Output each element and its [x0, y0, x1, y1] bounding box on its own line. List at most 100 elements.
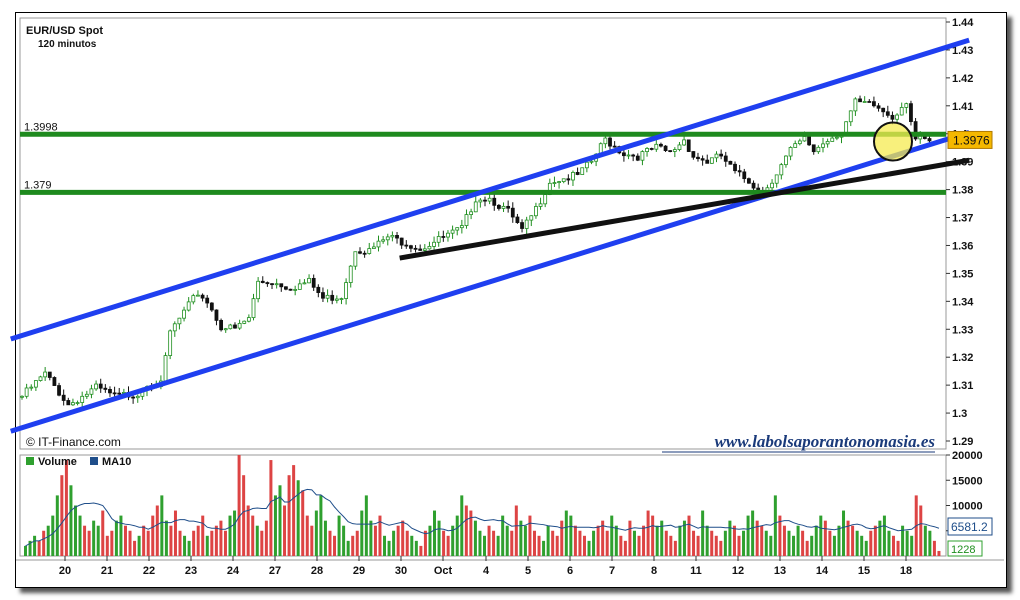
volume-bar — [587, 540, 591, 556]
candle-body — [872, 101, 876, 107]
y-tick-label: 1.41 — [952, 101, 973, 113]
volume-bar — [610, 515, 614, 556]
volume-bar — [778, 515, 782, 556]
candle-body — [80, 395, 85, 403]
volume-bar — [878, 520, 882, 556]
volume-bar — [673, 540, 677, 556]
candle-body — [390, 235, 395, 238]
volume-bar — [33, 535, 37, 556]
volume-bar — [319, 495, 323, 556]
volume-bar — [205, 535, 209, 556]
x-tick-label: 14 — [816, 565, 829, 577]
candle-body — [640, 151, 645, 161]
candle-body — [71, 402, 75, 406]
legend-volume-label: Volume — [38, 456, 77, 468]
volume-bar — [678, 525, 682, 556]
volume-bar — [855, 530, 859, 556]
ma10-value: 6581.2 — [951, 520, 988, 534]
candle-body — [464, 214, 469, 226]
candle-body — [256, 280, 261, 300]
candle-body — [654, 143, 659, 150]
volume-bar — [582, 535, 586, 556]
candle-body — [802, 136, 807, 142]
candle-body — [571, 171, 575, 181]
candle-body — [793, 143, 798, 148]
x-tick-label: 12 — [732, 565, 744, 577]
volume-bar — [873, 525, 877, 556]
candle-body — [61, 394, 66, 401]
candle-body — [182, 309, 186, 319]
y-tick-label: 1.44 — [952, 17, 974, 29]
candle-body — [219, 319, 223, 331]
candle-body — [325, 294, 330, 299]
candle-body — [450, 229, 455, 234]
volume-bar — [651, 515, 655, 556]
volume-bar — [314, 510, 318, 556]
volume-bar — [396, 525, 400, 556]
y-tick-label: 1.29 — [952, 436, 973, 448]
volume-bar — [523, 525, 527, 556]
volume-bar — [723, 530, 727, 556]
volume-bar — [278, 485, 282, 556]
candle-body — [455, 227, 460, 231]
candle-body — [376, 240, 381, 248]
volume-bar — [751, 510, 755, 556]
candle-body — [233, 324, 237, 329]
candle-body — [339, 298, 344, 300]
volume-bar — [283, 505, 287, 556]
candle-body — [774, 174, 779, 184]
volume-bar — [114, 520, 118, 556]
volume-bar — [528, 515, 532, 556]
volume-bar — [483, 535, 486, 556]
candle-body — [177, 317, 182, 325]
volume-bar — [83, 525, 87, 556]
x-tick-label: 23 — [185, 565, 197, 577]
volume-bar — [392, 530, 396, 556]
candle-body — [284, 286, 288, 290]
candle-body — [603, 137, 608, 145]
volume-bar — [437, 520, 441, 556]
candle-body — [191, 295, 196, 303]
candle-body — [700, 158, 705, 161]
candle-body — [29, 386, 34, 389]
candle-body — [270, 283, 274, 286]
volume-bar — [423, 530, 427, 556]
candle-body — [436, 236, 441, 243]
candle-body — [135, 395, 140, 399]
candle-body — [927, 138, 932, 142]
volume-bar — [228, 515, 232, 556]
volume-bar — [501, 515, 505, 556]
candle-body — [237, 322, 242, 329]
candle-body — [496, 204, 501, 209]
volume-bar — [546, 525, 550, 556]
volume-bar — [860, 535, 864, 556]
volume-bar — [510, 530, 514, 556]
volume-bar — [492, 530, 496, 556]
x-tick-label: 18 — [900, 565, 912, 577]
candle-body — [297, 283, 302, 290]
volume-bar — [178, 530, 182, 556]
candle-body — [172, 323, 177, 332]
volume-bar — [919, 505, 923, 556]
candle-body — [353, 251, 358, 267]
candle-body — [501, 205, 506, 209]
chart-title: EUR/USD Spot — [26, 25, 103, 37]
candle-body — [399, 237, 404, 246]
volume-bar — [714, 535, 718, 556]
candle-body — [904, 103, 909, 108]
volume-bar — [383, 535, 387, 556]
volume-bar — [555, 535, 559, 556]
candle-body — [723, 155, 728, 162]
candle-body — [733, 163, 737, 172]
candle-body — [566, 178, 571, 181]
volume-bar — [55, 495, 59, 556]
candle-body — [830, 137, 835, 142]
candle-body — [672, 149, 677, 152]
candle-body — [705, 159, 710, 164]
x-tick-label: 24 — [227, 565, 240, 577]
volume-bar — [469, 510, 473, 556]
candle-body — [608, 137, 612, 147]
y-tick-label: 1.36 — [952, 240, 973, 252]
candle-body — [737, 170, 742, 173]
candle-body — [84, 393, 89, 397]
